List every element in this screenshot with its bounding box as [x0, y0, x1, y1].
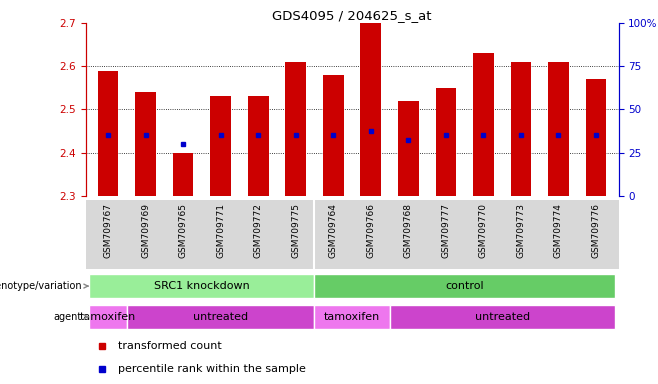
Bar — [323, 75, 343, 196]
Text: SRC1 knockdown: SRC1 knockdown — [154, 281, 250, 291]
Text: GSM709776: GSM709776 — [592, 203, 601, 258]
Text: GSM709774: GSM709774 — [554, 203, 563, 258]
Text: genotype/variation: genotype/variation — [0, 281, 88, 291]
Text: GSM709769: GSM709769 — [141, 203, 150, 258]
FancyBboxPatch shape — [315, 274, 615, 298]
FancyBboxPatch shape — [390, 305, 615, 329]
Text: GSM709765: GSM709765 — [178, 203, 188, 258]
Text: GSM709766: GSM709766 — [367, 203, 375, 258]
Bar — [586, 79, 606, 196]
Bar — [511, 62, 531, 196]
Text: GSM709764: GSM709764 — [329, 203, 338, 258]
FancyBboxPatch shape — [89, 274, 315, 298]
Title: GDS4095 / 204625_s_at: GDS4095 / 204625_s_at — [272, 9, 432, 22]
Text: GSM709771: GSM709771 — [216, 203, 225, 258]
FancyBboxPatch shape — [315, 305, 390, 329]
Text: GSM709768: GSM709768 — [404, 203, 413, 258]
Bar — [248, 96, 268, 196]
Text: GSM709770: GSM709770 — [479, 203, 488, 258]
Text: GSM709777: GSM709777 — [442, 203, 450, 258]
Bar — [286, 62, 306, 196]
Text: untreated: untreated — [474, 312, 530, 322]
Text: GSM709767: GSM709767 — [103, 203, 113, 258]
Bar — [548, 62, 569, 196]
FancyBboxPatch shape — [86, 200, 619, 269]
Bar — [436, 88, 456, 196]
Text: GSM709775: GSM709775 — [291, 203, 300, 258]
FancyBboxPatch shape — [127, 305, 315, 329]
FancyBboxPatch shape — [89, 305, 127, 329]
Bar — [173, 153, 193, 196]
Bar — [473, 53, 494, 196]
Bar — [98, 71, 118, 196]
Bar — [136, 92, 156, 196]
Text: GSM709772: GSM709772 — [254, 203, 263, 258]
Text: GSM709773: GSM709773 — [517, 203, 526, 258]
Bar — [361, 23, 381, 196]
Bar — [211, 96, 231, 196]
Text: control: control — [445, 281, 484, 291]
Text: untreated: untreated — [193, 312, 248, 322]
Text: tamoxifen: tamoxifen — [80, 312, 136, 322]
Text: tamoxifen: tamoxifen — [324, 312, 380, 322]
Text: transformed count: transformed count — [118, 341, 221, 351]
Text: agent: agent — [53, 312, 88, 322]
Text: percentile rank within the sample: percentile rank within the sample — [118, 364, 305, 374]
Bar — [398, 101, 418, 196]
